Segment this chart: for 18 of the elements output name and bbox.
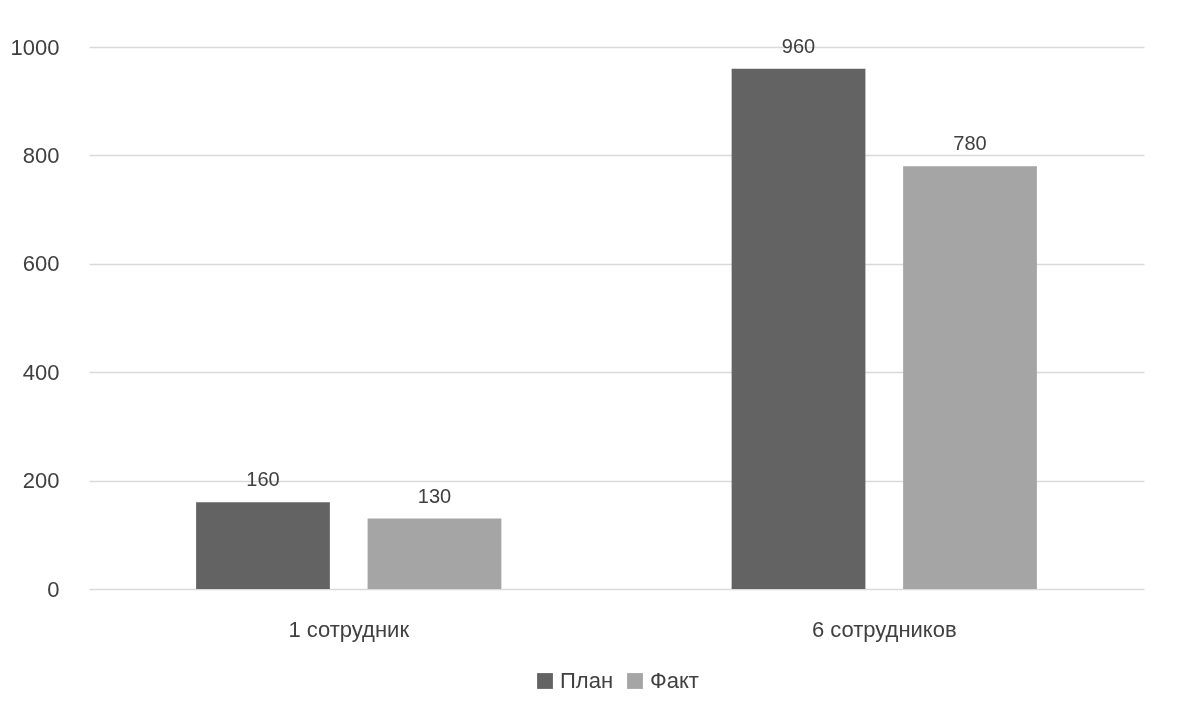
x-tick-label: 1 сотрудник [288, 616, 410, 642]
bar [731, 68, 866, 589]
data-label: 780 [953, 132, 987, 155]
legend-label: Факт [650, 668, 699, 693]
data-label: 130 [417, 484, 452, 507]
y-tick-label: 800 [22, 142, 60, 168]
x-tick-label: 6 сотрудников [811, 616, 957, 642]
y-tick-label: 600 [22, 251, 60, 277]
y-tick-label: 1000 [10, 34, 60, 60]
y-tick-label: 200 [22, 468, 60, 494]
data-label: 160 [246, 468, 280, 491]
bar [367, 518, 502, 589]
y-tick-label: 0 [47, 576, 60, 602]
bar [903, 166, 1037, 589]
y-tick-label: 400 [22, 359, 60, 385]
legend-label: План [560, 668, 614, 693]
data-label: 960 [781, 34, 816, 57]
bar [196, 502, 330, 589]
